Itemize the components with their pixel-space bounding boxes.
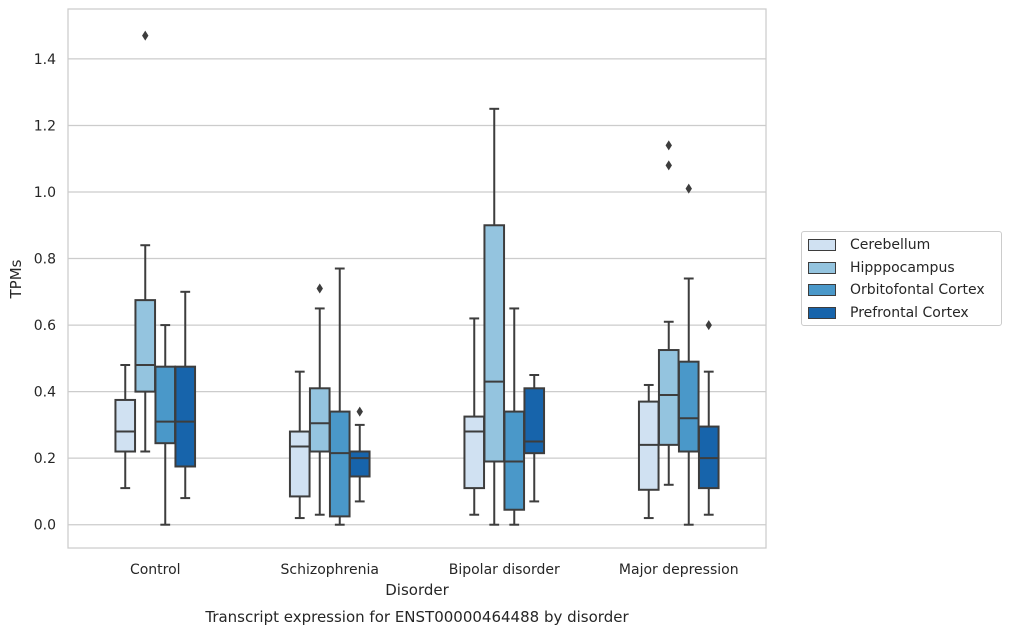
box: [308, 387, 331, 453]
x-tick-label: Schizophrenia: [281, 562, 379, 578]
y-tick-label: 0.6: [34, 318, 56, 334]
outlier-point: [665, 140, 672, 151]
series-hipppocampus: [134, 30, 680, 526]
legend-item-hippocampus: Hipppocampus: [808, 258, 955, 278]
outlier-point: [705, 320, 712, 331]
box: [483, 224, 506, 463]
outlier-point: [316, 283, 323, 294]
y-tick-label: 0.2: [34, 451, 56, 467]
y-tick-label: 1.4: [34, 52, 56, 68]
grid-lines: [68, 58, 766, 526]
legend: Cerebellum Hipppocampus Orbitofontal Cor…: [801, 231, 1002, 326]
x-tick-label: Control: [130, 562, 181, 578]
y-axis-label: TPMs: [7, 259, 25, 299]
x-tick-label: Bipolar disorder: [449, 562, 560, 578]
outlier-point: [665, 160, 672, 171]
box: [328, 410, 351, 518]
box: [114, 398, 137, 453]
x-tick-label: Major depression: [619, 562, 739, 578]
legend-item-prefrontal-cortex: Prefrontal Cortex: [808, 303, 969, 323]
legend-label: Cerebellum: [850, 237, 931, 253]
box: [523, 387, 546, 455]
box: [134, 299, 157, 393]
box-series: [114, 30, 720, 526]
chart-title: Transcript expression for ENST0000046448…: [204, 608, 629, 626]
box: [154, 365, 177, 445]
legend-item-cerebellum: Cerebellum: [808, 235, 930, 255]
y-tick-labels: 0.0 0.2 0.4 0.6 0.8 1.0 1.2 1.4: [34, 52, 56, 534]
legend-label: Orbitofontal Cortex: [850, 282, 985, 298]
series-cerebellum: [114, 317, 660, 520]
legend-swatch-cerebellum: [808, 239, 836, 251]
y-tick-label: 0.0: [34, 518, 56, 534]
x-axis-label: Disorder: [385, 581, 449, 599]
legend-label: Prefrontal Cortex: [850, 305, 969, 321]
box: [348, 450, 371, 478]
series-orbitofontal-cortex: [154, 183, 700, 526]
outlier-point: [356, 406, 363, 417]
y-tick-label: 0.8: [34, 252, 56, 268]
plot-frame: [67, 8, 767, 549]
box: [677, 360, 700, 453]
y-tick-label: 0.4: [34, 385, 56, 401]
legend-item-orbitofrontal-cortex: Orbitofontal Cortex: [808, 280, 985, 300]
box: [288, 430, 311, 498]
box: [174, 365, 197, 468]
y-tick-label: 1.2: [34, 118, 56, 134]
legend-label: Hipppocampus: [850, 260, 955, 276]
x-tick-labels: Control Schizophrenia Bipolar disorder Majo…: [130, 562, 739, 578]
outlier-point: [685, 183, 692, 194]
series-prefrontal-cortex: [174, 290, 720, 516]
box: [657, 349, 680, 446]
box: [463, 415, 486, 490]
y-tick-label: 1.0: [34, 185, 56, 201]
legend-swatch-hippocampus: [808, 262, 836, 274]
legend-swatch-orbitofrontal-cortex: [808, 284, 836, 296]
outlier-point: [142, 30, 149, 41]
legend-swatch-prefrontal-cortex: [808, 307, 836, 319]
